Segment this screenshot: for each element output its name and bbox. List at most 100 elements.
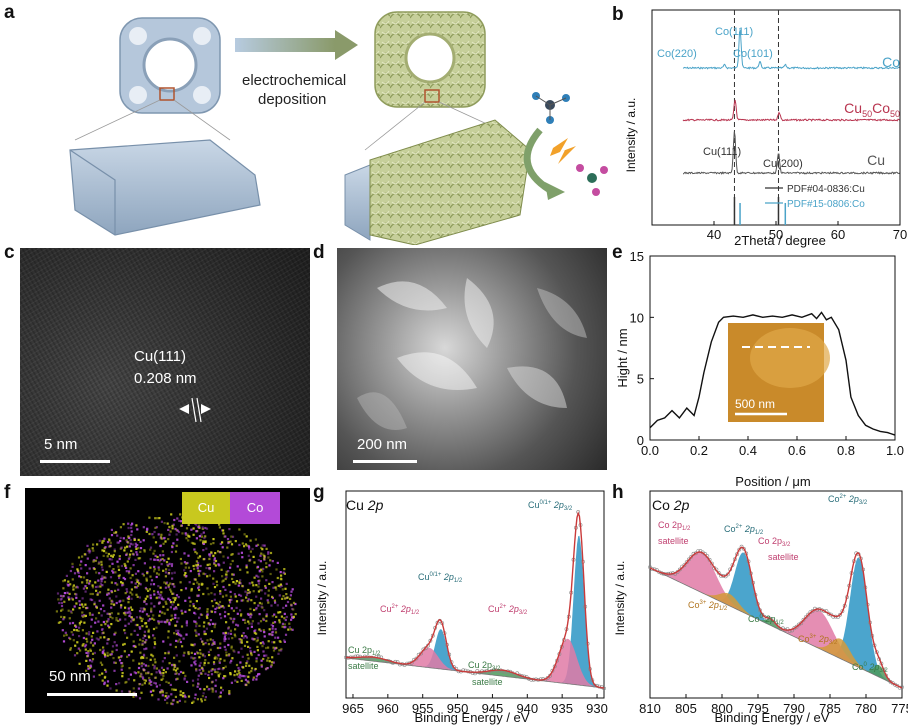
eds-pixel — [152, 614, 155, 617]
eds-pixel — [119, 618, 122, 621]
eds-pixel — [92, 675, 95, 678]
eds-pixel — [84, 590, 87, 593]
eds-pixel — [217, 675, 220, 678]
xrd-xtick-label: 40 — [707, 227, 721, 242]
afm-xtick-label: 0.8 — [837, 443, 855, 458]
eds-pixel — [141, 675, 144, 679]
eds-pixel — [211, 639, 215, 642]
eds-pixel — [174, 550, 178, 553]
eds-pixel — [178, 632, 181, 636]
eds-pixel — [261, 544, 264, 547]
schematic-panel-a: electrochemical deposition — [69, 11, 608, 245]
eds-pixel — [210, 551, 213, 554]
eds-pixel — [291, 588, 294, 591]
hrtem-scale-label: 5 nm — [44, 436, 78, 453]
eds-pixel — [278, 621, 281, 624]
eds-pixel — [201, 526, 204, 529]
eds-pixel — [162, 598, 165, 601]
eds-pixel — [104, 623, 107, 626]
eds-pixel — [84, 585, 87, 588]
eds-pixel — [103, 537, 106, 540]
eds-pixel — [204, 696, 207, 699]
eds-pixel — [105, 620, 108, 623]
eds-pixel — [260, 597, 263, 600]
eds-pixel — [152, 689, 155, 692]
eds-pixel — [117, 565, 120, 568]
eds-pixel — [81, 644, 84, 647]
eds-pixel — [126, 655, 129, 658]
eds-pixel — [222, 677, 225, 680]
eds-pixel — [145, 588, 148, 591]
eds-pixel — [230, 659, 233, 662]
eds-pixel — [167, 652, 170, 655]
eds-pixel — [104, 546, 107, 549]
eds-pixel — [111, 645, 115, 648]
eds-pixel — [161, 620, 164, 623]
eds-pixel — [60, 604, 64, 608]
eds-pixel — [177, 629, 180, 632]
eds-pixel — [272, 586, 275, 589]
xps-xtick-label: 775 — [891, 701, 908, 716]
eds-pixel — [145, 613, 149, 616]
eds-pixel — [138, 596, 141, 599]
eds-pixel — [183, 552, 186, 555]
eds-pixel — [186, 533, 189, 536]
eds-pixel — [95, 571, 98, 574]
eds-pixel — [148, 682, 151, 685]
eds-pixel — [181, 612, 184, 615]
eds-pixel — [249, 616, 252, 619]
eds-pixel — [148, 618, 152, 621]
eds-pixel — [97, 562, 100, 565]
eds-pixel — [169, 588, 172, 591]
eds-pixel — [261, 570, 264, 573]
eds-pixel — [78, 575, 81, 578]
eds-pixel — [180, 524, 183, 527]
eds-pixel — [255, 657, 258, 660]
eds-pixel — [222, 532, 225, 535]
eds-pixel — [249, 607, 252, 610]
xps-data-point — [741, 547, 746, 551]
eds-pixel — [284, 587, 287, 590]
eds-pixel — [176, 677, 179, 680]
eds-pixel — [159, 544, 162, 547]
eds-pixel — [126, 590, 129, 593]
eds-pixel — [135, 616, 139, 619]
eds-pixel — [231, 535, 235, 538]
eds-pixel — [101, 651, 104, 654]
eds-pixel — [143, 630, 146, 633]
eds-pixel — [67, 580, 70, 583]
eds-pixel — [195, 622, 198, 625]
eds-pixel — [196, 685, 199, 688]
eds-pixel — [220, 568, 223, 571]
eds-pixel — [100, 560, 103, 563]
eds-pixel — [89, 664, 92, 667]
eds-pixel — [197, 682, 200, 685]
eds-pixel — [262, 567, 265, 570]
eds-pixel — [290, 590, 293, 593]
eds-pixel — [185, 624, 188, 627]
eds-pixel — [155, 575, 158, 579]
process-text-line2: deposition — [258, 91, 326, 108]
eds-pixel — [257, 580, 260, 583]
eds-pixel — [194, 659, 197, 663]
eds-pixel — [156, 517, 159, 520]
eds-pixel — [239, 582, 242, 585]
eds-pixel — [69, 647, 72, 650]
eds-pixel — [198, 588, 201, 591]
xps-data-point — [677, 567, 682, 572]
eds-pixel — [213, 657, 216, 660]
eds-pixel — [234, 670, 237, 673]
eds-pixel — [219, 657, 222, 661]
eds-pixel — [142, 669, 146, 672]
eds-pixel — [235, 580, 238, 583]
eds-pixel — [222, 579, 225, 582]
eds-pixel — [226, 538, 230, 541]
eds-pixel — [215, 580, 218, 583]
eds-pixel — [243, 644, 247, 647]
eds-pixel — [201, 527, 204, 530]
eds-pixel — [135, 695, 138, 698]
eds-pixel — [114, 631, 117, 634]
eds-pixel — [226, 556, 230, 559]
eds-pixel — [136, 623, 139, 627]
eds-pixel — [171, 583, 174, 586]
